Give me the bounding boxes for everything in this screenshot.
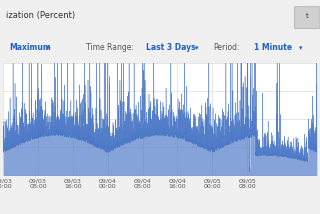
Text: t: t — [306, 13, 308, 19]
FancyBboxPatch shape — [294, 7, 320, 29]
Text: ▾: ▾ — [46, 45, 50, 51]
Text: Last 3 Days: Last 3 Days — [146, 43, 195, 52]
Text: Time Range:: Time Range: — [86, 43, 134, 52]
Text: ▾: ▾ — [299, 45, 303, 51]
Text: ization (Percent): ization (Percent) — [6, 11, 76, 20]
Text: 1 Minute: 1 Minute — [254, 43, 292, 52]
Text: Period:: Period: — [213, 43, 239, 52]
Text: Maximum: Maximum — [10, 43, 51, 52]
Text: ▾: ▾ — [195, 45, 198, 51]
